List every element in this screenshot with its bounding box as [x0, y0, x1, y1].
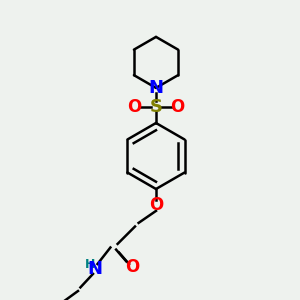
Text: O: O [149, 196, 163, 214]
Text: S: S [149, 98, 163, 116]
Text: N: N [87, 260, 102, 278]
Text: O: O [125, 258, 139, 276]
Text: N: N [148, 79, 164, 97]
Text: H: H [85, 257, 95, 271]
Text: O: O [127, 98, 142, 116]
Text: O: O [170, 98, 185, 116]
